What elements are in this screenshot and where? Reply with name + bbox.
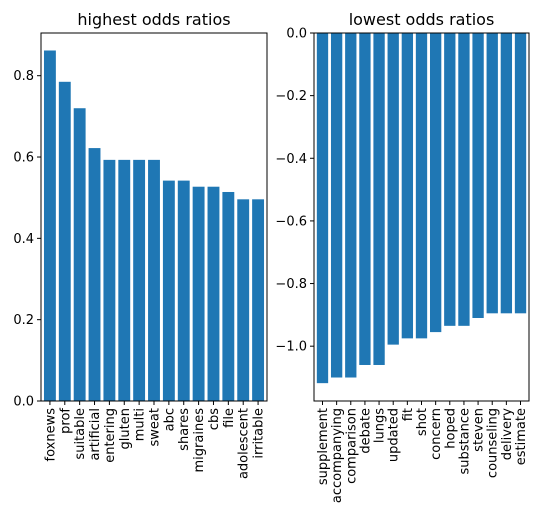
bar-shot <box>415 33 428 339</box>
y-tick-label: 0.2 <box>13 313 34 328</box>
x-tick-label: shot <box>415 408 430 436</box>
bar-abc <box>162 180 175 401</box>
y-tick-label: 0.4 <box>13 232 34 247</box>
bar-lungs <box>373 33 385 365</box>
x-tick-label: sweat <box>148 408 163 446</box>
bar-foxnews <box>43 50 56 402</box>
y-tick-label: −0.6 <box>275 214 307 229</box>
bar-supplement <box>316 33 329 384</box>
x-tick-label: updated <box>387 408 402 462</box>
bar-migraines <box>192 186 205 401</box>
highest-odds-ratios-chart: highest odds ratios 0.0 0.2 0.4 0.6 0.8 foxne… <box>13 10 268 479</box>
bar-gluten <box>118 159 131 401</box>
bar-adolescent <box>237 199 250 401</box>
bar-hoped <box>444 33 456 326</box>
x-tick-label: suitable <box>73 408 88 460</box>
bar-concern <box>429 33 442 333</box>
bar-substance <box>458 33 470 326</box>
x-tick-label: adolescent <box>237 408 252 479</box>
x-tick-label: artificial <box>88 408 103 461</box>
chart-title: lowest odds ratios <box>349 10 495 29</box>
x-tick-label: shares <box>177 408 192 451</box>
x-tick-label: prof <box>58 408 73 434</box>
bar-suitable <box>73 108 86 401</box>
x-tick-label: multi <box>133 408 148 441</box>
bar-estimate <box>514 33 527 314</box>
x-tick-label: debate <box>358 408 373 454</box>
bar-comparison <box>345 33 357 378</box>
bar-shares <box>177 180 190 401</box>
x-tick-label: comparison <box>344 408 359 484</box>
y-tick-label: −0.4 <box>275 152 307 167</box>
y-tick-label: −0.8 <box>275 277 307 292</box>
x-tick-label: gluten <box>118 408 133 449</box>
bar-fit <box>401 33 414 339</box>
x-tick-label: substance <box>457 408 472 475</box>
bar-steven <box>472 33 484 318</box>
x-tick-label: concern <box>429 408 444 460</box>
y-tick-label: −0.2 <box>275 89 307 104</box>
x-tick-label: delivery <box>500 408 515 461</box>
bar-accompanying <box>330 33 343 378</box>
bar-multi <box>133 159 146 401</box>
x-tick-label: fit <box>401 408 416 421</box>
x-tick-label: lungs <box>373 408 388 443</box>
x-tick-label: abc <box>162 408 177 431</box>
bar-irritable <box>252 199 265 401</box>
bar-entering <box>103 159 116 401</box>
x-tick-label: estimate <box>514 408 529 465</box>
y-tick-label: 0.8 <box>13 69 34 84</box>
x-tick-label: accompanying <box>330 408 345 503</box>
bar-file <box>222 191 235 401</box>
x-tick-label: file <box>222 408 237 428</box>
x-tick-label: supplement <box>316 408 331 485</box>
x-tick-label: cbs <box>207 408 222 430</box>
y-tick-label: 0.0 <box>286 27 307 42</box>
y-tick-label: −1.0 <box>275 340 307 355</box>
bar-delivery <box>500 33 513 314</box>
x-tick-label: steven <box>472 408 487 452</box>
bar-counseling <box>486 33 498 314</box>
bar-artificial <box>88 148 101 401</box>
bar-updated <box>387 33 399 345</box>
x-tick-label: irritable <box>252 408 267 459</box>
x-tick-label: counseling <box>486 408 501 478</box>
bar-cbs <box>207 186 220 401</box>
bar-debate <box>359 33 371 365</box>
x-tick-label: hoped <box>443 408 458 449</box>
bar-prof <box>58 81 71 402</box>
x-tick-label: foxnews <box>43 408 58 462</box>
y-tick-label: 0.0 <box>13 395 34 410</box>
lowest-odds-ratios-chart: lowest odds ratios 0.0 −0.2 −0.4 −0.6 −0.8 −1… <box>275 10 530 503</box>
chart-title: highest odds ratios <box>77 10 230 29</box>
x-tick-label: migraines <box>192 408 207 473</box>
y-tick-label: 0.6 <box>13 151 34 166</box>
bar-sweat <box>148 159 160 401</box>
x-tick-label: entering <box>103 408 118 463</box>
